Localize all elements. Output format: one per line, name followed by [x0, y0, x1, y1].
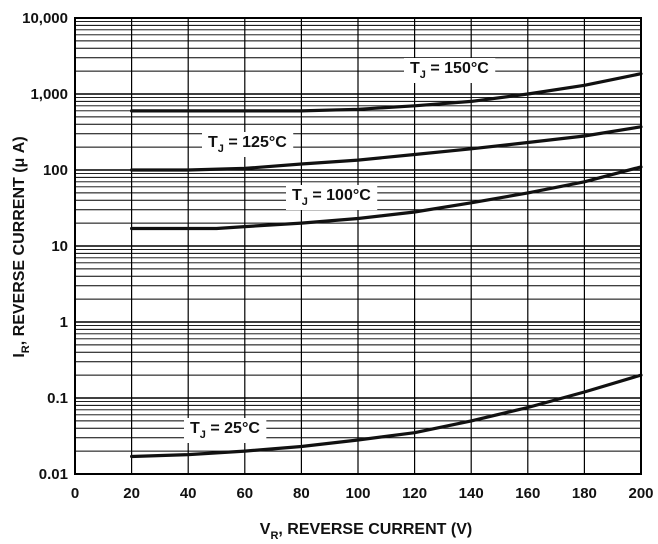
x-tick-label: 60: [236, 485, 253, 502]
x-tick-label: 80: [293, 485, 310, 502]
grid: [75, 17, 641, 475]
x-axis-title-rest: , REVERSE CURRENT (V): [278, 521, 472, 538]
series-line: [130, 72, 643, 113]
x-tick-label: 160: [515, 485, 540, 502]
x-tick-label: 20: [123, 485, 140, 502]
series-label-rest: = 100°C: [308, 187, 371, 204]
series-label-main: T: [208, 134, 218, 151]
series-label-sub: J: [420, 69, 426, 81]
series-label: TJ = 100°C: [292, 187, 371, 208]
series-label-main: T: [292, 187, 302, 204]
x-tick-label: 40: [180, 485, 197, 502]
series-label-sub: J: [302, 196, 308, 208]
y-tick-label: 10,000: [22, 10, 68, 27]
series-label-rest: = 25°C: [206, 420, 260, 437]
x-tick-label: 180: [572, 485, 597, 502]
series-label-bg: [202, 132, 294, 157]
y-tick-label: 1,000: [30, 86, 68, 103]
series-label-bg: [184, 418, 267, 443]
series-label-bg: [404, 58, 496, 83]
y-tick-label: 1: [60, 314, 68, 331]
series-label-sub: J: [218, 143, 224, 155]
x-axis-title-sub: R: [270, 530, 278, 542]
y-axis-title-main: I: [11, 353, 28, 357]
x-tick-label: 140: [459, 485, 484, 502]
y-axis-title: IR, REVERSE CURRENT (μ A): [11, 136, 32, 357]
series-line: [130, 165, 643, 231]
x-axis-title: VR, REVERSE CURRENT (V): [260, 521, 472, 542]
y-tick-label: 0.1: [47, 390, 68, 407]
x-axis-title-main: V: [260, 521, 271, 538]
series-label-rest: = 150°C: [426, 60, 489, 77]
curves: [130, 72, 643, 459]
curve-labels: TJ = 150°CTJ = 125°CTJ = 100°CTJ = 25°C: [184, 58, 496, 443]
series-line: [130, 125, 643, 172]
x-tick-label: 100: [345, 485, 370, 502]
plot-frame: [74, 17, 642, 475]
series-label-main: T: [410, 60, 420, 77]
x-tick-label: 120: [402, 485, 427, 502]
y-tick-label: 0.01: [39, 466, 68, 483]
series-label-main: T: [190, 420, 200, 437]
series-line: [130, 373, 643, 459]
series-label-bg: [286, 185, 378, 210]
y-tick-label: 10: [51, 238, 68, 255]
x-tick-label: 200: [628, 485, 653, 502]
x-tick-label: 0: [71, 485, 79, 502]
series-label: TJ = 25°C: [190, 420, 260, 441]
y-axis-title-sub: R: [20, 345, 32, 353]
series-label: TJ = 150°C: [410, 60, 489, 81]
y-axis-title-rest: , REVERSE CURRENT (μ A): [11, 136, 28, 345]
series-label-sub: J: [200, 429, 206, 441]
y-tick-label: 100: [43, 162, 68, 179]
series-label: TJ = 125°C: [208, 134, 287, 155]
series-label-rest: = 125°C: [224, 134, 287, 151]
tick-labels: 0 20 40 60 80 100 120 140 160 180 200 0.01 0.1 1 10 100…: [22, 10, 653, 502]
